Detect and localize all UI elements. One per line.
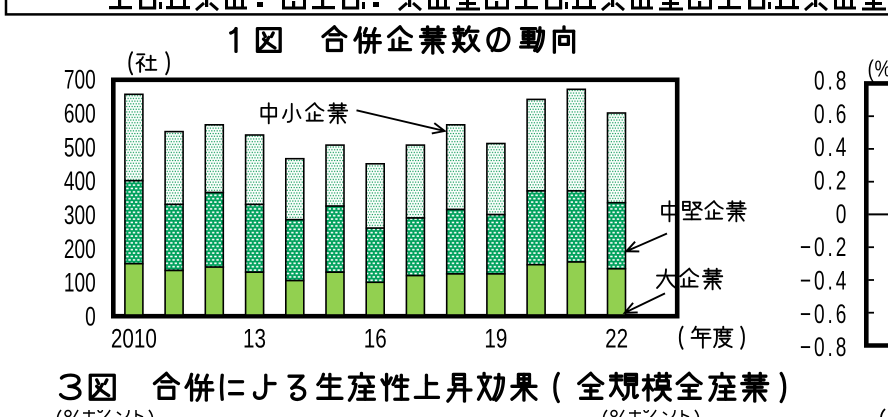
svg-text:100: 100 (64, 268, 96, 298)
svg-text:0.2: 0.2 (814, 165, 849, 195)
svg-text:16: 16 (364, 324, 387, 354)
svg-text:0.6: 0.6 (814, 99, 849, 129)
svg-text:(%: (% (868, 56, 888, 83)
svg-text:−0.8: −0.8 (800, 332, 849, 362)
svg-text:2010: 2010 (111, 324, 157, 354)
svg-text:300: 300 (64, 200, 96, 230)
svg-text:0.4: 0.4 (814, 132, 849, 162)
svg-text:0.8: 0.8 (814, 65, 849, 95)
svg-text:400: 400 (64, 166, 96, 196)
svg-text:22: 22 (605, 324, 628, 354)
svg-text:700: 700 (64, 64, 96, 94)
svg-text:−0.6: −0.6 (800, 299, 849, 329)
svg-text:−0.4: −0.4 (800, 265, 849, 295)
svg-text:500: 500 (64, 132, 96, 162)
svg-text:−0.2: −0.2 (800, 232, 849, 262)
svg-text:13: 13 (243, 324, 266, 354)
svg-text:19: 19 (484, 324, 507, 354)
svg-text:600: 600 (64, 98, 96, 128)
svg-text:200: 200 (64, 234, 96, 264)
svg-text:0: 0 (85, 301, 96, 331)
svg-text:0: 0 (836, 199, 849, 229)
